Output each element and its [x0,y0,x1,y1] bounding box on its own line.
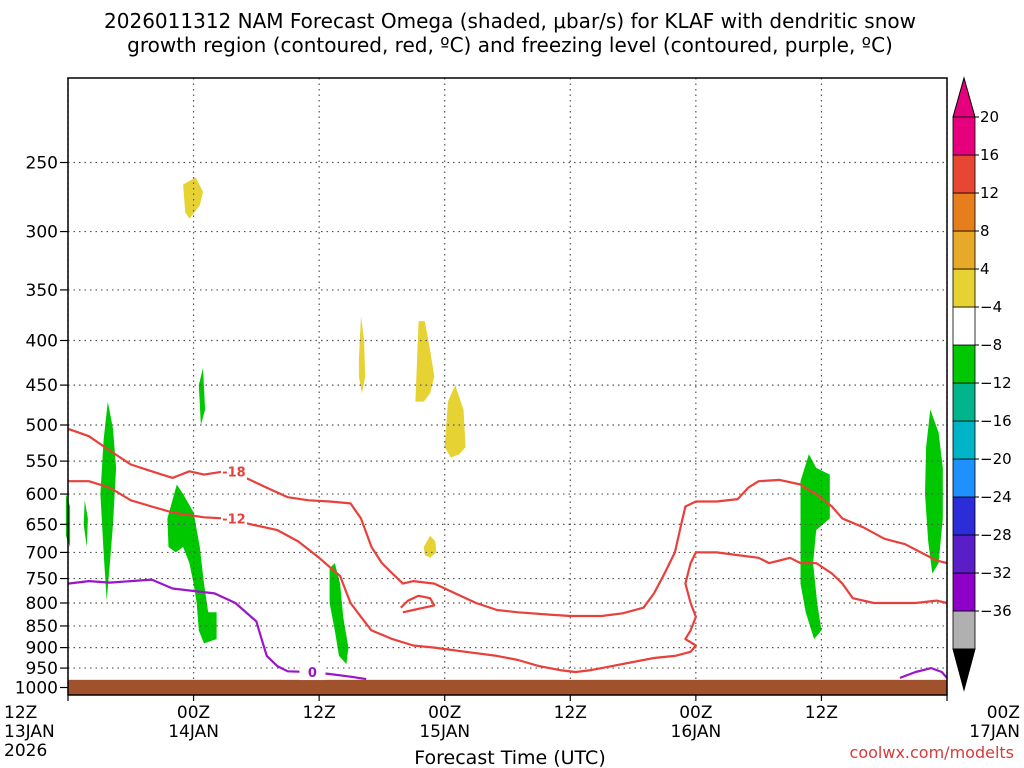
surface-ground [68,679,947,695]
x-axis-label: Forecast Time (UTC) [414,747,605,768]
freezing-contour-1 [899,666,948,679]
y-tick-label-400: 400 [26,331,58,351]
y-tick-label-300: 300 [26,223,58,243]
colorbar: 20 16 12 8 4 −4 −8 −12 −16 −20 −24 −28 −32 −36 [952,76,1012,692]
colorbar-segment-2 [952,534,976,574]
dgz-contour-label-1: -12 [222,512,246,527]
dgz-contour-1 [68,480,948,674]
dgz-contour-2 [400,594,436,614]
x-tick-label-36-1: 15JAN [419,722,470,742]
colorbar-label-3: 8 [980,222,990,240]
y-tick-label-350: 350 [26,281,58,301]
y-tick-label-750: 750 [26,570,58,590]
y-tick-label-1000: 1000 [15,679,58,699]
x-tick-label-60-0: 00Z [679,703,712,723]
omega-region-5 [329,563,349,665]
x-tick-label-12-0: 00Z [177,703,210,723]
x-tick-label-84-0: 00Z [987,703,1020,723]
omega-region-3 [167,484,217,644]
omega-region-12 [423,535,437,558]
omega-region-1 [83,500,88,547]
contours-layer: -18 -12 0 [67,427,948,681]
omega-region-11 [444,385,466,458]
x-tick-label-60-1: 16JAN [671,722,722,742]
colorbar-segment-13 [952,116,976,156]
colorbar-label-4: 4 [980,260,990,278]
colorbar-segment-5 [952,420,976,460]
dgz-label-bg-0 [220,462,247,480]
x-tick-label-24-0: 12Z [303,703,336,723]
colorbar-over-triangle [952,76,976,118]
colorbar-under-triangle [952,648,976,692]
colorbar-segment-12 [952,154,976,194]
y-tick-label-950: 950 [26,659,58,679]
omega-region-8 [183,177,203,219]
colorbar-label-8: −16 [980,412,1012,430]
x-tick-label-84-1: 17JAN [969,722,1020,742]
chart-title-line2: growth region (contoured, red, ºC) and f… [127,33,893,57]
omega-region-6 [800,454,830,640]
y-tick-label-900: 900 [26,639,58,659]
omega-region-0 [100,401,117,601]
y-tick-label-700: 700 [26,543,58,563]
colorbar-segment-3 [952,496,976,536]
colorbar-label-10: −24 [980,488,1012,506]
colorbar-segment-10 [952,230,976,270]
dgz-contour-label-0: -18 [222,465,246,480]
x-tick-label-48-0: 12Z [554,703,587,723]
y-tick-label-250: 250 [26,154,58,174]
colorbar-label-7: −12 [980,374,1012,392]
x-tick-label-12-1: 14JAN [168,722,219,742]
omega-regions-layer [65,177,943,665]
colorbar-label-1: 16 [980,146,999,164]
x-tick-label-0-0: 12Z [4,703,37,723]
y-tick-label-650: 650 [26,515,58,535]
plot-frame [67,77,948,696]
colorbar-segment-8 [952,306,976,346]
colorbar-label-0: 20 [980,108,999,126]
y-axis-ticks: 2503003504004505005506006507007508008509… [15,154,68,699]
x-tick-label-36-0: 00Z [428,703,461,723]
x-tick-label-0-1: 13JAN [4,722,55,742]
omega-region-10 [415,321,435,402]
y-tick-label-800: 800 [26,594,58,614]
y-tick-label-450: 450 [26,376,58,396]
colorbar-label-5: −4 [980,298,1002,316]
y-tick-label-600: 600 [26,485,58,505]
freezing-contour-label-0: 0 [308,666,317,681]
credit-text: coolwx.com/modelts [850,743,1014,762]
omega-region-4 [198,367,206,425]
colorbar-label-6: −8 [980,336,1002,354]
colorbar-label-13: −36 [980,602,1012,620]
dgz-label-bg-1 [220,509,247,527]
colorbar-segment-7 [952,344,976,384]
x-tick-label-72-0: 12Z [805,703,838,723]
colorbar-segment-4 [952,458,976,498]
chart-title-line1: 2026011312 NAM Forecast Omega (shaded, μ… [104,9,916,33]
omega-region-9 [358,316,366,394]
omega-region-7 [925,409,943,574]
colorbar-label-11: −28 [980,526,1012,544]
y-tick-label-500: 500 [26,416,58,436]
colorbar-label-12: −32 [980,564,1012,582]
colorbar-segment-6 [952,382,976,422]
colorbar-segment-9 [952,268,976,308]
y-tick-label-850: 850 [26,617,58,637]
colorbar-segment-0 [952,610,976,650]
y-tick-label-550: 550 [26,452,58,472]
colorbar-segment-11 [952,192,976,232]
freezing-label-bg-0 [299,663,326,681]
colorbar-label-9: −20 [980,450,1012,468]
colorbar-label-2: 12 [980,184,999,202]
colorbar-segment-1 [952,572,976,612]
x-tick-label-0-2: 2026 [4,741,47,761]
